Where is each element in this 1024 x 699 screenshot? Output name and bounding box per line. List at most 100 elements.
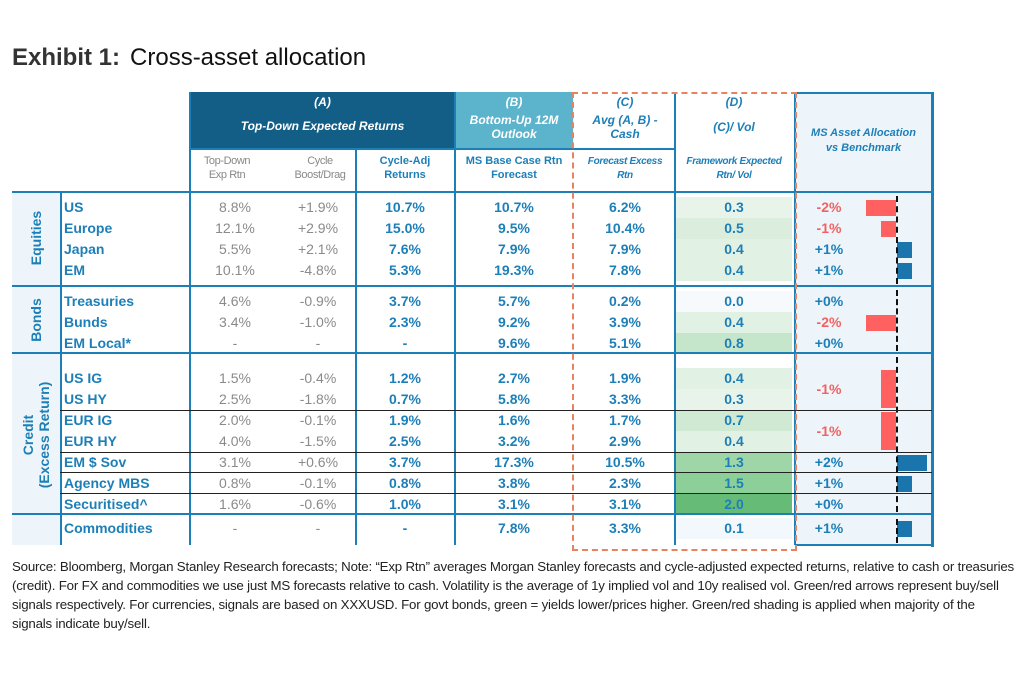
cell-cycle: -0.1% [299, 412, 337, 428]
header-b-letter: (B) [505, 95, 523, 109]
cell-ms: 7.9% [498, 241, 530, 257]
vol-shade [676, 518, 792, 539]
cell-td: 5.5% [219, 241, 251, 257]
row-divider [60, 493, 932, 494]
vol-shade [676, 260, 792, 281]
highlight-box-c-d [572, 92, 797, 551]
cell-cycle: +2.1% [297, 241, 339, 257]
cell-cycle: +0.6% [297, 454, 339, 470]
cell-adj: 3.7% [389, 293, 421, 309]
allocation-bar [897, 241, 912, 258]
subheader-framework-2: Rtn/ Vol [716, 170, 752, 181]
row-name: EUR HY [64, 433, 117, 449]
allocation-zero-line [896, 519, 898, 543]
subheader-forecast-excess-1: Forecast Excess [587, 156, 663, 167]
vol-shade [676, 410, 792, 431]
cell-fe: 6.2% [609, 199, 641, 215]
category-commodities [12, 515, 60, 545]
category-bonds [12, 287, 60, 353]
category-label-credit-1: Credit [20, 414, 36, 456]
allocation-bar [881, 220, 896, 237]
category-label-equities: Equities [28, 210, 44, 266]
cell-td: 1.6% [219, 496, 251, 512]
subheader-cycle: Cycle Boost/Drag [278, 154, 362, 182]
header-c-title-2: Cash [610, 127, 640, 141]
allocation-label: +2% [814, 454, 844, 470]
cell-cycle: -0.6% [299, 496, 337, 512]
grid-line [190, 148, 675, 150]
row-name: EM [64, 262, 85, 278]
vol-shade [676, 473, 792, 494]
cell-td: 3.4% [219, 314, 251, 330]
cell-adj: 10.7% [385, 199, 425, 215]
cell-fe: 2.3% [609, 475, 641, 491]
cell-td: 2.0% [219, 412, 251, 428]
cell-ms: 5.7% [498, 293, 530, 309]
cell-ms: 9.5% [498, 220, 530, 236]
allocation-bar [866, 199, 896, 216]
header-alloc-2: vs Benchmark [825, 142, 902, 154]
cell-adj: 2.5% [389, 433, 421, 449]
subheader-cycle-adj-1: Cycle-Adj [379, 155, 431, 167]
cell-td: 0.8% [219, 475, 251, 491]
cell-fe: 7.8% [609, 262, 641, 278]
allocation-zero-line [896, 196, 898, 284]
cell-cycle: -1.0% [299, 314, 337, 330]
grid-line [60, 193, 62, 545]
cell-adj: 3.7% [389, 454, 421, 470]
allocation-label: -1% [816, 422, 842, 439]
grid-line [12, 352, 933, 354]
subheader-cycle-adj-2: Returns [384, 169, 426, 181]
cell-vol: 0.7 [724, 412, 744, 428]
allocation-label: -2% [816, 199, 842, 215]
cell-ms: 19.3% [494, 262, 534, 278]
header-alloc-1: MS Asset Allocation [811, 127, 916, 139]
cell-ms: 10.7% [494, 199, 534, 215]
allocation-bar [897, 520, 912, 537]
vol-shade [676, 239, 792, 260]
grid-line [12, 191, 933, 193]
cell-cycle: -4.8% [299, 262, 337, 278]
cell-vol: 0.0 [724, 293, 744, 309]
cell-ms: 3.1% [498, 496, 530, 512]
cell-ms: 9.2% [498, 314, 530, 330]
row-name: Commodities [64, 520, 153, 536]
footnote: Source: Bloomberg, Morgan Stanley Resear… [12, 559, 1014, 631]
cell-adj: 1.2% [389, 370, 421, 386]
header-a-letter: (A) [314, 95, 331, 109]
row-name: EM $ Sov [64, 454, 127, 470]
cell-vol: 0.3 [724, 199, 744, 215]
cell-cycle: -0.4% [299, 370, 337, 386]
row-name: Bunds [64, 314, 108, 330]
header-a: (A) Top-Down Expected Returns [190, 92, 455, 148]
cell-td: 12.1% [215, 220, 255, 236]
cell-vol: 0.5 [724, 220, 744, 236]
cell-td: - [232, 335, 238, 351]
vol-shade [676, 197, 792, 218]
cell-fe: 2.9% [609, 433, 641, 449]
cell-adj: 5.3% [389, 262, 421, 278]
header-b-title-1: Bottom-Up 12M [469, 113, 559, 127]
cell-cycle: -1.8% [299, 391, 337, 407]
header-c-letter: (C) [616, 95, 634, 109]
exhibit-label: Exhibit 1: [12, 44, 121, 71]
exhibit-title: Exhibit 1: Cross-asset allocation [12, 44, 366, 72]
grid-line [12, 285, 933, 287]
row-name: US HY [64, 391, 107, 407]
cell-adj: 7.6% [389, 241, 421, 257]
cell-adj: - [402, 520, 408, 536]
allocation-bar [897, 475, 912, 492]
row-divider [60, 410, 932, 411]
vol-shade [676, 312, 792, 333]
cell-vol: 0.8 [724, 335, 744, 351]
row-divider [60, 472, 932, 473]
allocation-bar [881, 412, 896, 450]
subheader-topdown-1: Top-Down [203, 155, 251, 167]
cell-ms: 3.8% [498, 475, 530, 491]
row-name: EUR IG [64, 412, 113, 428]
row-name: Securitised^ [64, 496, 148, 512]
cell-cycle: - [315, 335, 321, 351]
cell-vol: 0.4 [724, 433, 744, 449]
cell-fe: 1.7% [609, 412, 641, 428]
cell-fe: 7.9% [609, 241, 641, 257]
